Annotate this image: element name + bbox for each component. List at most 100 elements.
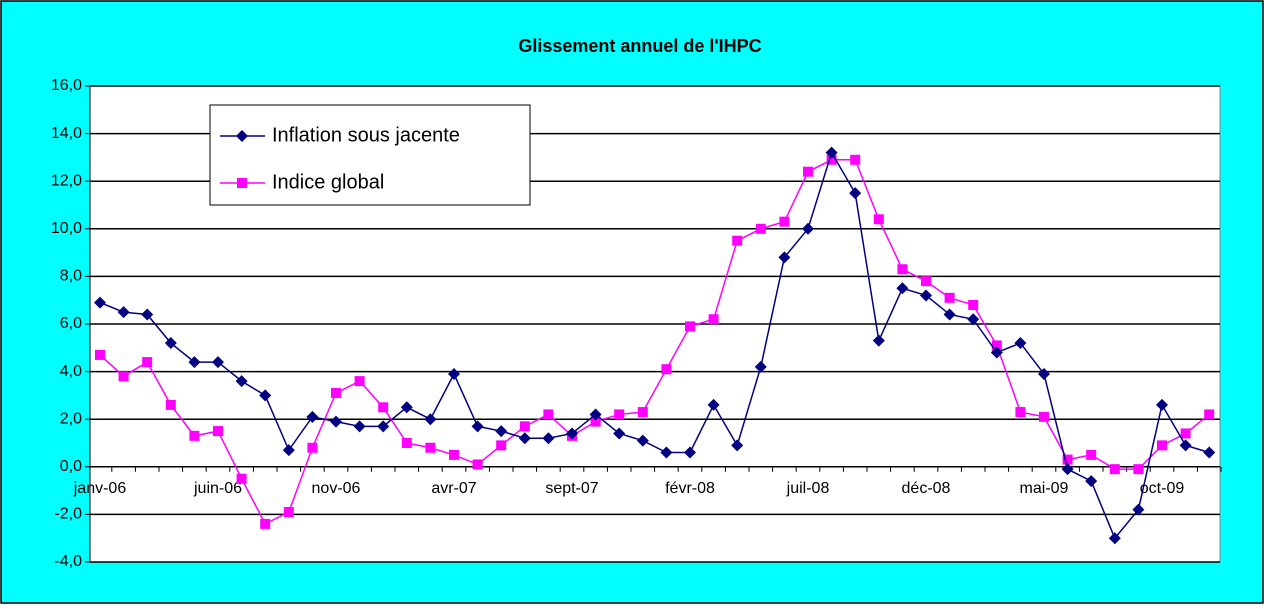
point — [613, 427, 626, 440]
point — [872, 334, 885, 347]
point — [637, 407, 648, 418]
point — [236, 130, 248, 142]
x-tick-label: déc-08 — [902, 480, 951, 497]
point — [401, 438, 412, 448]
legend-label: Inflation sous jacente — [272, 124, 460, 146]
point — [282, 444, 295, 457]
point — [425, 442, 436, 453]
point — [165, 399, 176, 410]
point — [1015, 407, 1026, 418]
point — [471, 420, 484, 433]
point — [542, 432, 555, 445]
point — [377, 420, 390, 433]
point — [212, 356, 224, 369]
point — [378, 402, 389, 413]
point — [967, 313, 980, 326]
point — [449, 449, 459, 460]
point — [755, 223, 766, 234]
x-tick-label: sept-07 — [545, 480, 598, 497]
point — [353, 420, 366, 433]
y-tick-label: -4,0 — [54, 553, 82, 570]
point — [708, 314, 719, 325]
point — [283, 507, 294, 518]
point — [754, 360, 767, 373]
point — [732, 235, 743, 246]
point — [400, 401, 413, 414]
y-tick-label: 4,0 — [60, 363, 82, 380]
x-tick-label: févr-08 — [665, 480, 715, 497]
y-tick-label: 8,0 — [60, 268, 82, 285]
point — [1179, 439, 1192, 452]
point — [920, 289, 932, 302]
legend-label: Indice global — [272, 171, 384, 193]
point — [590, 416, 601, 427]
point — [943, 308, 956, 321]
point — [448, 367, 460, 380]
point — [660, 446, 673, 459]
point — [1086, 449, 1097, 460]
point — [472, 459, 483, 470]
point — [1203, 446, 1216, 459]
chart-title: Glissement annuel de l'IHPC — [518, 36, 761, 56]
point — [685, 321, 695, 332]
point — [118, 371, 129, 382]
y-tick-label: 2,0 — [60, 410, 82, 427]
point — [731, 439, 744, 452]
point — [237, 178, 247, 188]
point — [896, 282, 909, 295]
x-tick-label: avr-07 — [431, 480, 476, 497]
point — [897, 264, 908, 275]
point — [1204, 409, 1215, 420]
point — [1039, 411, 1049, 422]
point — [141, 308, 154, 321]
legend — [209, 104, 531, 206]
point — [684, 446, 696, 459]
point — [825, 146, 838, 159]
point — [95, 349, 105, 360]
point — [1132, 503, 1145, 516]
point — [873, 214, 884, 225]
point — [803, 166, 813, 177]
point — [117, 306, 130, 319]
point — [826, 154, 837, 165]
y-tick-label: 6,0 — [60, 315, 82, 332]
x-tick-label: nov-06 — [312, 480, 361, 497]
point — [142, 357, 153, 368]
series-line — [99, 150, 1210, 540]
point — [235, 375, 248, 388]
y-tick-label: 16,0 — [51, 77, 82, 94]
point — [213, 426, 223, 437]
point — [495, 425, 508, 438]
y-tick-label: 10,0 — [51, 220, 82, 237]
point — [259, 389, 272, 402]
point — [661, 364, 672, 375]
x-tick-label: mai-09 — [1020, 480, 1069, 497]
point — [306, 410, 319, 423]
point — [779, 216, 790, 227]
point — [990, 346, 1003, 359]
point — [236, 473, 247, 484]
point — [331, 388, 341, 399]
point — [1062, 454, 1073, 465]
point — [921, 276, 931, 287]
point — [802, 222, 814, 235]
y-tick-label: 12,0 — [51, 172, 82, 189]
point — [1157, 440, 1167, 451]
point — [614, 409, 625, 420]
y-tick-label: 0,0 — [60, 458, 82, 475]
point — [968, 299, 979, 310]
point — [1156, 398, 1168, 411]
point — [1061, 463, 1074, 476]
point — [991, 340, 1002, 351]
point — [94, 296, 106, 309]
y-tick-label: -2,0 — [54, 506, 82, 523]
point — [1085, 475, 1098, 488]
point — [707, 398, 720, 411]
point — [354, 376, 365, 387]
point — [636, 434, 649, 447]
point — [260, 518, 271, 529]
x-tick-label: juil-08 — [786, 480, 830, 497]
point — [496, 440, 507, 451]
point — [519, 421, 530, 432]
point — [424, 413, 437, 426]
